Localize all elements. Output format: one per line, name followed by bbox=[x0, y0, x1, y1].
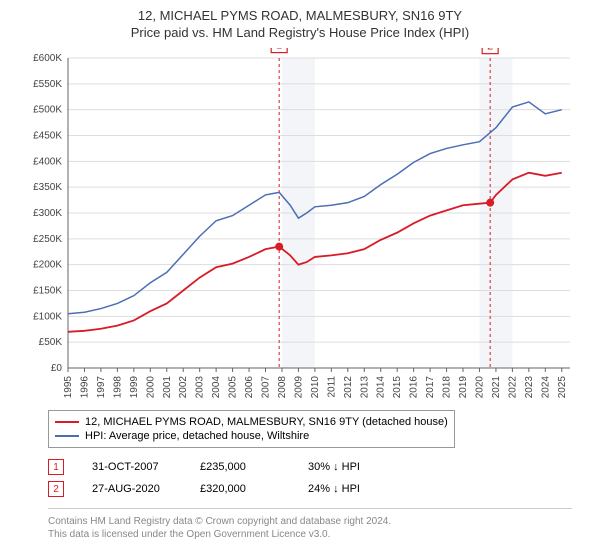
svg-text:1: 1 bbox=[276, 48, 282, 52]
svg-text:2019: 2019 bbox=[458, 376, 469, 398]
legend-label: HPI: Average price, detached house, Wilt… bbox=[85, 430, 309, 442]
transaction-row: 1 31-OCT-2007 £235,000 30% ↓ HPI bbox=[48, 456, 572, 478]
svg-text:2000: 2000 bbox=[145, 376, 156, 398]
transaction-row: 2 27-AUG-2020 £320,000 24% ↓ HPI bbox=[48, 478, 572, 500]
svg-text:2006: 2006 bbox=[244, 376, 255, 398]
svg-text:2001: 2001 bbox=[162, 376, 173, 398]
svg-text:2004: 2004 bbox=[211, 376, 222, 398]
svg-text:2016: 2016 bbox=[409, 376, 420, 398]
svg-text:2009: 2009 bbox=[293, 376, 304, 398]
svg-text:2005: 2005 bbox=[228, 376, 239, 398]
svg-text:2024: 2024 bbox=[540, 376, 551, 398]
svg-text:2: 2 bbox=[487, 48, 493, 53]
svg-text:2010: 2010 bbox=[310, 376, 321, 398]
legend-swatch bbox=[55, 421, 79, 423]
footer-separator bbox=[48, 508, 572, 509]
svg-text:2013: 2013 bbox=[359, 376, 370, 398]
svg-text:£350K: £350K bbox=[33, 182, 62, 193]
svg-text:2011: 2011 bbox=[326, 376, 337, 398]
svg-text:1996: 1996 bbox=[79, 376, 90, 398]
legend-item: HPI: Average price, detached house, Wilt… bbox=[55, 429, 448, 443]
svg-text:2015: 2015 bbox=[392, 376, 403, 398]
footer-line-2: This data is licensed under the Open Gov… bbox=[48, 528, 572, 541]
chart-subtitle: Price paid vs. HM Land Registry's House … bbox=[8, 25, 592, 40]
svg-text:£450K: £450K bbox=[33, 131, 62, 142]
chart-title: 12, MICHAEL PYMS ROAD, MALMESBURY, SN16 … bbox=[8, 8, 592, 23]
transaction-diff: 24% ↓ HPI bbox=[308, 483, 388, 495]
svg-text:£250K: £250K bbox=[33, 234, 62, 245]
transaction-date: 27-AUG-2020 bbox=[92, 483, 172, 495]
svg-text:£550K: £550K bbox=[33, 79, 62, 90]
svg-text:2002: 2002 bbox=[178, 376, 189, 398]
transaction-date: 31-OCT-2007 bbox=[92, 461, 172, 473]
svg-text:1998: 1998 bbox=[112, 376, 123, 398]
legend-swatch bbox=[55, 435, 79, 437]
svg-text:2003: 2003 bbox=[195, 376, 206, 398]
transaction-marker: 2 bbox=[48, 481, 64, 497]
transaction-price: £320,000 bbox=[200, 483, 280, 495]
price-chart: £0 £50K £100K £150K £200K £250K £300K £350K £400… bbox=[20, 48, 580, 398]
svg-text:2018: 2018 bbox=[442, 376, 453, 398]
svg-text:2008: 2008 bbox=[277, 376, 288, 398]
svg-text:1999: 1999 bbox=[129, 376, 140, 398]
svg-text:£400K: £400K bbox=[33, 156, 62, 167]
transaction-marker: 1 bbox=[48, 459, 64, 475]
svg-text:2020: 2020 bbox=[474, 376, 485, 398]
footer-line-1: Contains HM Land Registry data © Crown c… bbox=[48, 515, 572, 528]
svg-text:2017: 2017 bbox=[425, 376, 436, 398]
svg-text:£600K: £600K bbox=[33, 53, 62, 64]
svg-text:£100K: £100K bbox=[33, 311, 62, 322]
chart-svg: £0 £50K £100K £150K £200K £250K £300K £350K £400… bbox=[20, 48, 580, 398]
svg-text:2022: 2022 bbox=[507, 376, 518, 398]
transaction-price: £235,000 bbox=[200, 461, 280, 473]
svg-text:£500K: £500K bbox=[33, 105, 62, 116]
svg-text:2025: 2025 bbox=[557, 376, 568, 398]
footer-attribution: Contains HM Land Registry data © Crown c… bbox=[48, 515, 572, 541]
chart-header: 12, MICHAEL PYMS ROAD, MALMESBURY, SN16 … bbox=[8, 8, 592, 40]
chart-legend: 12, MICHAEL PYMS ROAD, MALMESBURY, SN16 … bbox=[48, 410, 455, 448]
transaction-diff: 30% ↓ HPI bbox=[308, 461, 388, 473]
svg-text:£300K: £300K bbox=[33, 208, 62, 219]
svg-text:2014: 2014 bbox=[376, 376, 387, 398]
svg-text:1995: 1995 bbox=[63, 376, 74, 398]
svg-text:2023: 2023 bbox=[524, 376, 535, 398]
transactions-table: 1 31-OCT-2007 £235,000 30% ↓ HPI 2 27-AUG-202… bbox=[48, 456, 572, 500]
svg-text:2021: 2021 bbox=[491, 376, 502, 398]
svg-text:£50K: £50K bbox=[39, 337, 63, 348]
svg-text:£200K: £200K bbox=[33, 260, 62, 271]
svg-text:2007: 2007 bbox=[261, 376, 272, 398]
svg-text:£0: £0 bbox=[51, 363, 63, 374]
svg-text:1997: 1997 bbox=[96, 376, 107, 398]
svg-text:£150K: £150K bbox=[33, 286, 62, 297]
svg-text:2012: 2012 bbox=[343, 376, 354, 398]
legend-label: 12, MICHAEL PYMS ROAD, MALMESBURY, SN16 … bbox=[85, 416, 448, 428]
legend-item: 12, MICHAEL PYMS ROAD, MALMESBURY, SN16 … bbox=[55, 415, 448, 429]
